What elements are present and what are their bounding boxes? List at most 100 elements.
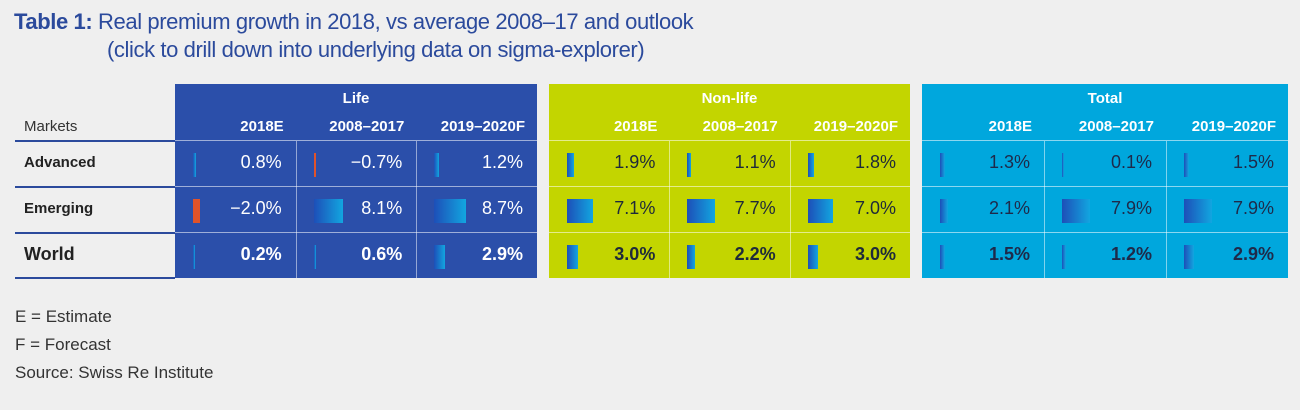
title-line-2[interactable]: (click to drill down into underlying dat… bbox=[107, 37, 645, 62]
cell-value: 1.5% bbox=[988, 244, 1030, 264]
cell-value: 0.1% bbox=[1110, 152, 1152, 172]
cell-value: 7.1% bbox=[614, 198, 656, 218]
note-forecast: F = Forecast bbox=[15, 335, 111, 354]
table-title[interactable]: Table 1: Real premium growth in 2018, vs… bbox=[14, 8, 694, 64]
panel-title: Non-life bbox=[701, 90, 758, 107]
cell-value: 1.2% bbox=[481, 152, 523, 172]
cell-value: 7.9% bbox=[1232, 198, 1274, 218]
cell-value: 8.7% bbox=[481, 198, 523, 218]
column-header: 2019–2020F bbox=[440, 118, 525, 135]
row-divider bbox=[175, 140, 537, 141]
column-header: 2018E bbox=[240, 118, 284, 135]
row-divider bbox=[549, 140, 910, 141]
cell-value: 7.9% bbox=[1110, 198, 1152, 218]
cell-value: 3.0% bbox=[614, 244, 656, 264]
growth-bar bbox=[687, 199, 716, 223]
cell-value: 2.2% bbox=[734, 244, 776, 264]
cell-value: 2.1% bbox=[988, 198, 1030, 218]
growth-bar bbox=[434, 199, 466, 223]
cell-emerging-2: 8.7% bbox=[416, 187, 537, 232]
row-label-advanced: Advanced bbox=[24, 154, 96, 171]
growth-bar bbox=[1184, 245, 1195, 269]
cell-value: 0.2% bbox=[240, 244, 282, 264]
cell-emerging-0: −2.0% bbox=[175, 187, 296, 232]
column-divider bbox=[1166, 141, 1167, 278]
cell-value: 1.2% bbox=[1110, 244, 1152, 264]
growth-bar bbox=[940, 153, 945, 177]
divider bbox=[15, 186, 175, 188]
cell-emerging-1: 8.1% bbox=[296, 187, 417, 232]
growth-bar bbox=[193, 245, 195, 269]
column-header: 2008–2017 bbox=[329, 118, 405, 135]
growth-bar bbox=[1184, 153, 1190, 177]
cell-world-0: 0.2% bbox=[175, 233, 296, 278]
title-line-1: Real premium growth in 2018, vs average … bbox=[98, 9, 694, 34]
cell-emerging-0: 2.1% bbox=[922, 187, 1044, 232]
cell-value: 0.8% bbox=[240, 152, 282, 172]
growth-bar bbox=[1062, 199, 1091, 223]
row-divider bbox=[175, 232, 537, 233]
growth-bar bbox=[567, 245, 578, 269]
cell-advanced-0: 1.9% bbox=[549, 141, 669, 186]
row-divider bbox=[549, 186, 910, 187]
panel-total: Total 2018E 2008–2017 2019–2020F 1.3% 0.1% 1.5… bbox=[922, 84, 1288, 278]
cell-emerging-1: 7.7% bbox=[669, 187, 789, 232]
cell-advanced-1: −0.7% bbox=[296, 141, 417, 186]
table-number: Table 1: bbox=[14, 9, 93, 34]
cell-value: 1.8% bbox=[854, 152, 896, 172]
growth-bar bbox=[313, 245, 316, 269]
cell-world-2: 3.0% bbox=[790, 233, 910, 278]
growth-bar bbox=[313, 199, 343, 223]
cell-world-0: 3.0% bbox=[549, 233, 669, 278]
cell-advanced-0: 0.8% bbox=[175, 141, 296, 186]
column-divider bbox=[416, 141, 417, 278]
cell-value: 1.5% bbox=[1232, 152, 1274, 172]
cell-world-1: 1.2% bbox=[1044, 233, 1166, 278]
cell-emerging-2: 7.0% bbox=[790, 187, 910, 232]
panel-life: Life 2018E 2008–2017 2019–2020F 0.8% −0.7% 1.2… bbox=[175, 84, 537, 278]
negative-bar bbox=[193, 199, 201, 223]
cell-advanced-1: 0.1% bbox=[1044, 141, 1166, 186]
row-divider bbox=[922, 232, 1288, 233]
cell-advanced-0: 1.3% bbox=[922, 141, 1044, 186]
column-header: 2008–2017 bbox=[702, 118, 778, 135]
growth-bar bbox=[1062, 245, 1067, 269]
cell-world-2: 2.9% bbox=[1166, 233, 1288, 278]
cell-world-2: 2.9% bbox=[416, 233, 537, 278]
growth-bar bbox=[687, 245, 696, 269]
note-source: Source: Swiss Re Institute bbox=[15, 363, 214, 382]
cell-value: −0.7% bbox=[350, 152, 403, 172]
cell-value: 1.9% bbox=[614, 152, 656, 172]
markets-header: Markets bbox=[24, 118, 78, 135]
row-divider bbox=[922, 186, 1288, 187]
column-divider bbox=[669, 141, 670, 278]
growth-bar bbox=[940, 199, 948, 223]
growth-bar bbox=[687, 153, 692, 177]
cell-world-1: 0.6% bbox=[296, 233, 417, 278]
growth-bar bbox=[1062, 153, 1064, 177]
row-divider bbox=[549, 232, 910, 233]
growth-bar bbox=[807, 153, 815, 177]
cell-world-1: 2.2% bbox=[669, 233, 789, 278]
divider bbox=[15, 140, 175, 142]
cell-emerging-0: 7.1% bbox=[549, 187, 669, 232]
divider bbox=[15, 232, 175, 234]
column-header: 2019–2020F bbox=[813, 118, 898, 135]
cell-value: 8.1% bbox=[361, 198, 403, 218]
footnotes: E = Estimate F = Forecast Source: Swiss … bbox=[15, 303, 213, 387]
growth-bar bbox=[807, 245, 819, 269]
row-divider bbox=[175, 186, 537, 187]
cell-value: 3.0% bbox=[854, 244, 896, 264]
cell-value: 1.3% bbox=[988, 152, 1030, 172]
growth-bar bbox=[567, 199, 593, 223]
growth-bar bbox=[807, 199, 833, 223]
cell-value: 2.9% bbox=[1232, 244, 1274, 264]
cell-advanced-2: 1.5% bbox=[1166, 141, 1288, 186]
cell-advanced-1: 1.1% bbox=[669, 141, 789, 186]
column-divider bbox=[296, 141, 297, 278]
cell-emerging-1: 7.9% bbox=[1044, 187, 1166, 232]
panel-title: Total bbox=[1087, 90, 1123, 107]
panel-title: Life bbox=[342, 90, 370, 107]
cell-advanced-2: 1.8% bbox=[790, 141, 910, 186]
cell-emerging-2: 7.9% bbox=[1166, 187, 1288, 232]
